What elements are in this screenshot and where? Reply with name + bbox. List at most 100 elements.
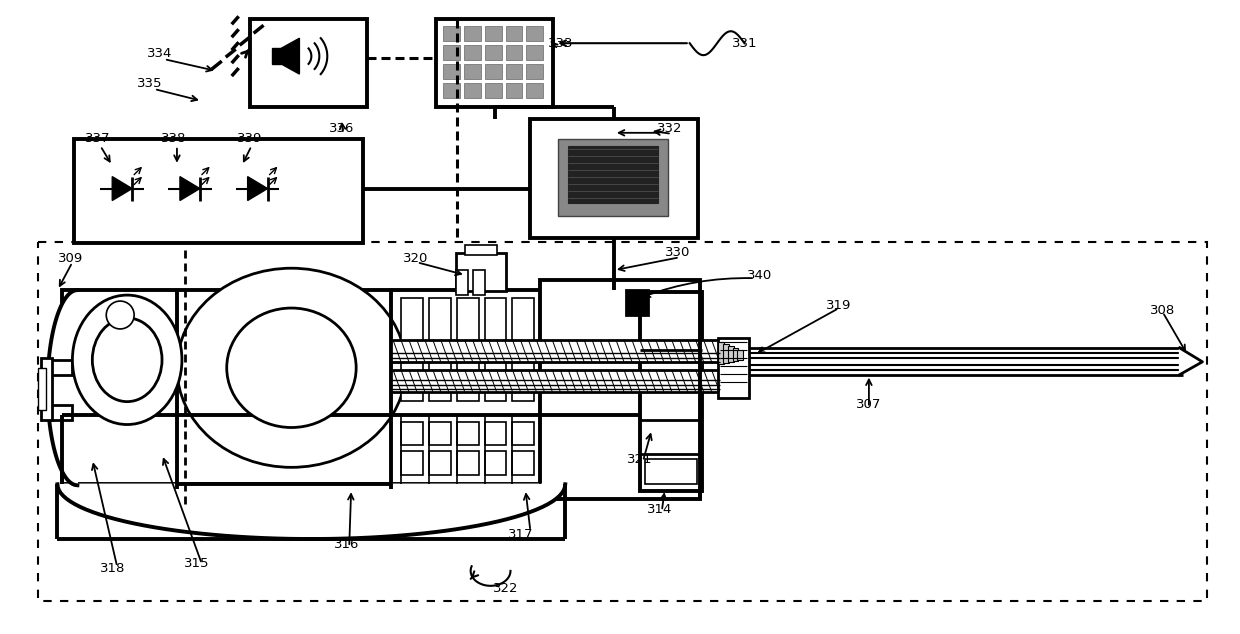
Bar bbox=[723, 344, 729, 363]
Text: 334: 334 bbox=[148, 47, 172, 60]
Bar bbox=[645, 460, 697, 484]
Bar bbox=[472, 270, 485, 295]
Bar bbox=[527, 64, 543, 79]
Polygon shape bbox=[113, 177, 133, 200]
Text: 338: 338 bbox=[161, 133, 187, 145]
Bar bbox=[464, 26, 481, 41]
Ellipse shape bbox=[92, 318, 162, 401]
Text: 314: 314 bbox=[647, 503, 672, 515]
Bar bbox=[391, 370, 719, 392]
Bar bbox=[443, 45, 460, 60]
Bar bbox=[506, 83, 522, 98]
Text: 320: 320 bbox=[403, 252, 429, 265]
Text: 321: 321 bbox=[627, 453, 652, 466]
Bar bbox=[568, 146, 658, 204]
Text: 336: 336 bbox=[329, 122, 353, 135]
Text: 333: 333 bbox=[548, 37, 573, 49]
Ellipse shape bbox=[107, 301, 134, 329]
Bar bbox=[512, 422, 534, 446]
Text: 337: 337 bbox=[84, 133, 110, 145]
Bar bbox=[626, 290, 647, 315]
Bar bbox=[733, 348, 739, 361]
Text: 331: 331 bbox=[732, 37, 758, 49]
Text: 308: 308 bbox=[1149, 304, 1176, 316]
Bar bbox=[456, 422, 479, 446]
Bar bbox=[456, 298, 479, 346]
Ellipse shape bbox=[72, 295, 182, 425]
Text: 335: 335 bbox=[138, 77, 162, 89]
Bar bbox=[464, 45, 481, 60]
Bar bbox=[506, 26, 522, 41]
Bar bbox=[429, 422, 451, 446]
Bar bbox=[456, 270, 467, 295]
Bar bbox=[465, 245, 496, 256]
Bar bbox=[512, 298, 534, 346]
Bar bbox=[41, 358, 52, 420]
Bar bbox=[401, 353, 423, 401]
Bar bbox=[464, 83, 481, 98]
Bar bbox=[527, 26, 543, 41]
Bar bbox=[640, 292, 702, 491]
Bar bbox=[485, 64, 501, 79]
Ellipse shape bbox=[227, 308, 356, 427]
Bar bbox=[485, 45, 501, 60]
Bar bbox=[738, 350, 744, 360]
Polygon shape bbox=[248, 177, 268, 200]
Bar bbox=[74, 139, 363, 243]
Bar bbox=[527, 45, 543, 60]
Polygon shape bbox=[272, 48, 281, 64]
Bar bbox=[485, 26, 501, 41]
Bar bbox=[429, 298, 451, 346]
Text: 322: 322 bbox=[492, 582, 518, 595]
Bar bbox=[37, 242, 1208, 601]
Bar bbox=[62, 290, 640, 484]
Polygon shape bbox=[180, 177, 200, 200]
Bar bbox=[443, 26, 460, 41]
Bar bbox=[47, 360, 72, 375]
Bar bbox=[718, 338, 749, 398]
Bar bbox=[435, 19, 553, 107]
Bar bbox=[506, 45, 522, 60]
Bar bbox=[456, 451, 479, 476]
Polygon shape bbox=[281, 38, 299, 74]
Bar bbox=[506, 64, 522, 79]
Bar bbox=[512, 353, 534, 401]
Polygon shape bbox=[47, 290, 77, 485]
Bar bbox=[429, 353, 451, 401]
Bar bbox=[485, 422, 506, 446]
Text: 309: 309 bbox=[58, 252, 83, 265]
Polygon shape bbox=[57, 484, 565, 539]
Bar bbox=[456, 253, 506, 291]
Bar bbox=[728, 346, 734, 362]
Text: 318: 318 bbox=[99, 562, 125, 576]
Polygon shape bbox=[1179, 348, 1203, 375]
Bar bbox=[485, 353, 506, 401]
Text: 307: 307 bbox=[856, 398, 882, 411]
Bar bbox=[401, 298, 423, 346]
Bar bbox=[531, 119, 698, 238]
Bar bbox=[249, 19, 367, 107]
Bar bbox=[512, 451, 534, 476]
Bar bbox=[37, 368, 46, 410]
Text: 330: 330 bbox=[665, 246, 691, 259]
Bar bbox=[391, 340, 719, 362]
Bar bbox=[401, 451, 423, 476]
Bar bbox=[718, 342, 724, 364]
Bar bbox=[401, 422, 423, 446]
Bar bbox=[429, 451, 451, 476]
Bar bbox=[485, 298, 506, 346]
Text: 332: 332 bbox=[657, 122, 682, 135]
Text: 315: 315 bbox=[184, 557, 210, 571]
Bar bbox=[485, 451, 506, 476]
Bar bbox=[558, 139, 668, 216]
Bar bbox=[443, 64, 460, 79]
Bar bbox=[47, 404, 72, 420]
Bar bbox=[464, 64, 481, 79]
Ellipse shape bbox=[177, 268, 405, 467]
Bar bbox=[485, 83, 501, 98]
Bar bbox=[456, 353, 479, 401]
Bar bbox=[541, 280, 699, 499]
Text: 340: 340 bbox=[746, 269, 773, 281]
Text: 316: 316 bbox=[334, 538, 358, 550]
Bar bbox=[443, 83, 460, 98]
